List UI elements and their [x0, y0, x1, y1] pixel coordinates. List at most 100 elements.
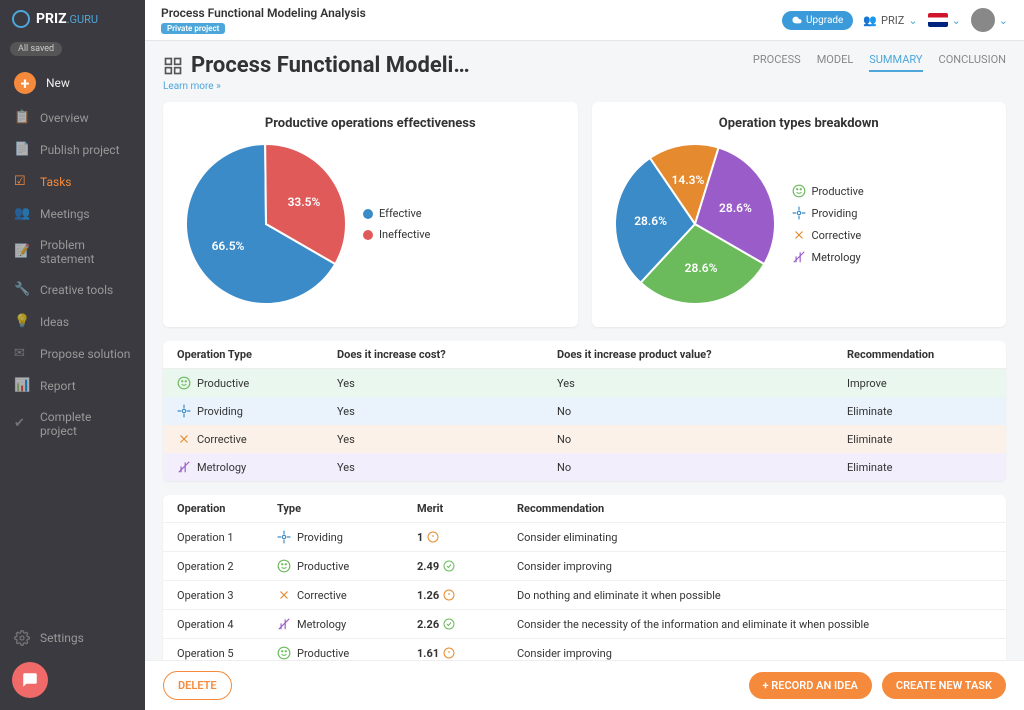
learn-more-link[interactable]: Learn more »	[163, 81, 221, 92]
sidebar-item-complete-project[interactable]: ✔ Complete project	[0, 402, 145, 446]
user-menu[interactable]: ⌄	[971, 8, 1008, 32]
main: Process Functional Modeling Analysis Pri…	[145, 0, 1024, 710]
new-button[interactable]: + New	[0, 64, 145, 102]
upgrade-button[interactable]: Upgrade	[782, 11, 853, 30]
nav-label: Complete project	[40, 410, 131, 438]
table-row: Operation 4Metrology2.26Consider the nec…	[163, 610, 1006, 639]
nav-icon: 📄	[14, 142, 30, 158]
page-title: Process Functional Modeli…	[163, 53, 470, 78]
create-task-button[interactable]: CREATE NEW TASK	[882, 672, 1006, 699]
sidebar-item-publish-project[interactable]: 📄Publish project	[0, 134, 145, 166]
providing-icon	[792, 206, 806, 220]
pie-slice-label: 66.5%	[212, 239, 245, 253]
logo[interactable]: PRIZ.GURU	[0, 0, 145, 38]
nav-icon: 👥	[14, 206, 30, 222]
org-selector[interactable]: 👥PRIZ⌄	[863, 14, 917, 27]
pie-slice-label: 28.6%	[685, 261, 718, 275]
corrective-icon	[277, 588, 291, 602]
pie-chart-1: 66.5% 33.5%	[181, 139, 351, 309]
sidebar-item-overview[interactable]: 📋Overview	[0, 102, 145, 134]
sidebar: PRIZ.GURU All saved + New 📋Overview📄Publ…	[0, 0, 145, 710]
tab-summary[interactable]: SUMMARY	[869, 53, 922, 72]
legend-2: Productive Providing Corrective Metrology	[792, 184, 864, 264]
providing-icon	[277, 530, 291, 544]
legend-item: Corrective	[792, 228, 864, 242]
nav-icon: 📝	[14, 244, 30, 260]
cloud-icon	[792, 15, 802, 25]
topbar: Process Functional Modeling Analysis Pri…	[145, 0, 1024, 41]
nav-label: Tasks	[40, 175, 72, 189]
nav-label: Problem statement	[40, 238, 131, 266]
providing-icon	[177, 404, 191, 418]
legend-item: Productive	[792, 184, 864, 198]
legend-item: Effective	[363, 207, 430, 220]
table-header: Operation TypeDoes it increase cost?Does…	[163, 341, 1006, 369]
grid-icon	[163, 56, 183, 76]
nav-icon: 🔧	[14, 282, 30, 298]
tabs: PROCESS MODEL SUMMARY CONCLUSION	[753, 53, 1006, 72]
pie-slice-label: 28.6%	[719, 201, 752, 215]
plus-icon: +	[14, 72, 36, 94]
productive-icon	[792, 184, 806, 198]
sidebar-item-problem-statement[interactable]: 📝 Problem statement	[0, 230, 145, 274]
sidebar-item-meetings[interactable]: 👥Meetings	[0, 198, 145, 230]
avatar	[971, 8, 995, 32]
settings-nav[interactable]: Settings	[0, 622, 145, 654]
sidebar-item-creative-tools[interactable]: 🔧 Creative tools	[0, 274, 145, 306]
pie-slice-label: 33.5%	[288, 195, 321, 209]
merit-status-icon	[443, 647, 455, 659]
table-row: Operation 3Corrective1.26Do nothing and …	[163, 581, 1006, 610]
productive-icon	[277, 559, 291, 573]
flag-icon	[928, 13, 948, 27]
productive-icon	[277, 646, 291, 660]
locale-selector[interactable]: ⌄	[928, 13, 961, 27]
merit-status-icon	[443, 560, 455, 572]
table-row: CorrectiveYesNoEliminate	[163, 425, 1006, 453]
legend-1: Effective Ineffective	[363, 207, 430, 241]
delete-button[interactable]: DELETE	[163, 671, 232, 700]
tab-conclusion[interactable]: CONCLUSION	[939, 53, 1006, 72]
sidebar-item-report[interactable]: 📊 Report	[0, 370, 145, 402]
nav-icon: 📊	[14, 378, 30, 394]
nav-label: Report	[40, 379, 76, 393]
productive-icon	[177, 376, 191, 390]
merit-status-icon	[443, 618, 455, 630]
nav-label: Ideas	[40, 315, 69, 329]
chat-button[interactable]	[12, 662, 48, 698]
table-row: ProvidingYesNoEliminate	[163, 397, 1006, 425]
legend-item: Providing	[792, 206, 864, 220]
chart-breakdown: Operation types breakdown 28.6% 28.6% 14.3…	[592, 102, 1007, 327]
table-row: MetrologyYesNoEliminate	[163, 453, 1006, 481]
nav-label: Creative tools	[40, 283, 113, 297]
chat-icon	[21, 671, 39, 689]
metrology-icon	[277, 617, 291, 631]
metrology-icon	[177, 460, 191, 474]
operation-type-table: Operation TypeDoes it increase cost?Does…	[163, 341, 1006, 481]
table-row: Operation 2Productive2.49Consider improv…	[163, 552, 1006, 581]
sidebar-item-tasks[interactable]: ☑ Tasks	[0, 166, 145, 198]
metrology-icon	[792, 250, 806, 264]
nav-label: Overview	[40, 111, 89, 125]
sidebar-item-ideas[interactable]: 💡Ideas	[0, 306, 145, 338]
pie-slice-label: 28.6%	[634, 214, 667, 228]
pie-slice-label: 14.3%	[672, 173, 705, 187]
merit-status-icon	[427, 531, 439, 543]
sidebar-item-propose-solution[interactable]: ✉ Propose solution	[0, 338, 145, 370]
chart2-title: Operation types breakdown	[610, 116, 989, 131]
table-row: Operation 1Providing1Consider eliminatin…	[163, 523, 1006, 552]
record-idea-button[interactable]: + RECORD AN IDEA	[749, 672, 872, 699]
saved-badge: All saved	[10, 42, 62, 56]
nav-label: Propose solution	[40, 347, 130, 361]
table-header: OperationTypeMeritRecommendation	[163, 495, 1006, 523]
legend-item: Metrology	[792, 250, 864, 264]
nav-icon: ✉	[14, 346, 30, 362]
nav-icon: ☑	[14, 174, 30, 190]
corrective-icon	[792, 228, 806, 242]
legend-item: Ineffective	[363, 228, 430, 241]
nav-icon: ✔	[14, 416, 30, 432]
gear-icon	[14, 630, 30, 646]
tab-model[interactable]: MODEL	[817, 53, 854, 72]
corrective-icon	[177, 432, 191, 446]
table-row: ProductiveYesYesImprove	[163, 369, 1006, 397]
tab-process[interactable]: PROCESS	[753, 53, 801, 72]
